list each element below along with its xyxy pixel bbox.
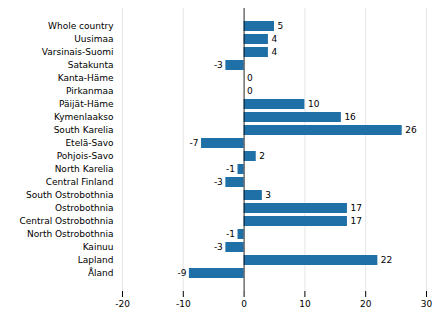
svg-text:3: 3: [265, 190, 271, 200]
svg-text:4: 4: [271, 47, 277, 57]
svg-text:Päijät-Häme: Päijät-Häme: [59, 99, 114, 109]
svg-text:Etelä-Savo: Etelä-Savo: [65, 138, 114, 148]
svg-text:-1: -1: [226, 229, 235, 239]
svg-text:0: 0: [247, 73, 253, 83]
svg-text:-3: -3: [214, 177, 223, 187]
svg-text:4: 4: [271, 34, 277, 44]
svg-text:Uusimaa: Uusimaa: [74, 34, 113, 44]
svg-text:Kymenlaakso: Kymenlaakso: [54, 112, 114, 122]
svg-text:Pirkanmaa: Pirkanmaa: [66, 86, 114, 96]
svg-text:Kanta-Häme: Kanta-Häme: [58, 73, 114, 83]
svg-text:South Ostrobothnia: South Ostrobothnia: [26, 190, 114, 200]
svg-text:North Karelia: North Karelia: [55, 164, 114, 174]
svg-text:10: 10: [299, 299, 311, 309]
svg-text:17: 17: [350, 203, 361, 213]
svg-text:2: 2: [259, 151, 265, 161]
svg-text:20: 20: [360, 299, 372, 309]
svg-text:5: 5: [278, 21, 284, 31]
svg-text:22: 22: [381, 255, 392, 265]
svg-text:Varsinais-Suomi: Varsinais-Suomi: [42, 47, 114, 57]
svg-text:Ostrobothnia: Ostrobothnia: [55, 203, 113, 213]
svg-text:Satakunta: Satakunta: [68, 60, 114, 70]
svg-text:-7: -7: [190, 138, 199, 148]
svg-text:-1: -1: [226, 164, 235, 174]
svg-text:26: 26: [405, 125, 417, 135]
svg-text:17: 17: [350, 216, 361, 226]
svg-text:Central Ostrobothnia: Central Ostrobothnia: [19, 216, 113, 226]
svg-text:-20: -20: [115, 299, 130, 309]
svg-text:South Karelia: South Karelia: [54, 125, 114, 135]
svg-text:Kainuu: Kainuu: [83, 242, 114, 252]
svg-text:-10: -10: [176, 299, 191, 309]
svg-text:Åland: Åland: [88, 267, 114, 278]
svg-text:Pohjois-Savo: Pohjois-Savo: [57, 151, 114, 161]
svg-text:North Ostrobothnia: North Ostrobothnia: [27, 229, 114, 239]
svg-text:0: 0: [247, 86, 253, 96]
svg-text:Lapland: Lapland: [78, 255, 114, 265]
svg-text:30: 30: [421, 299, 433, 309]
svg-text:Central Finland: Central Finland: [46, 177, 114, 187]
svg-text:0: 0: [241, 299, 247, 309]
svg-text:Whole country: Whole country: [48, 21, 114, 31]
svg-text:-3: -3: [214, 60, 223, 70]
svg-text:-3: -3: [214, 242, 223, 252]
svg-text:-9: -9: [177, 268, 186, 278]
svg-text:16: 16: [344, 112, 356, 122]
svg-text:10: 10: [308, 99, 320, 109]
